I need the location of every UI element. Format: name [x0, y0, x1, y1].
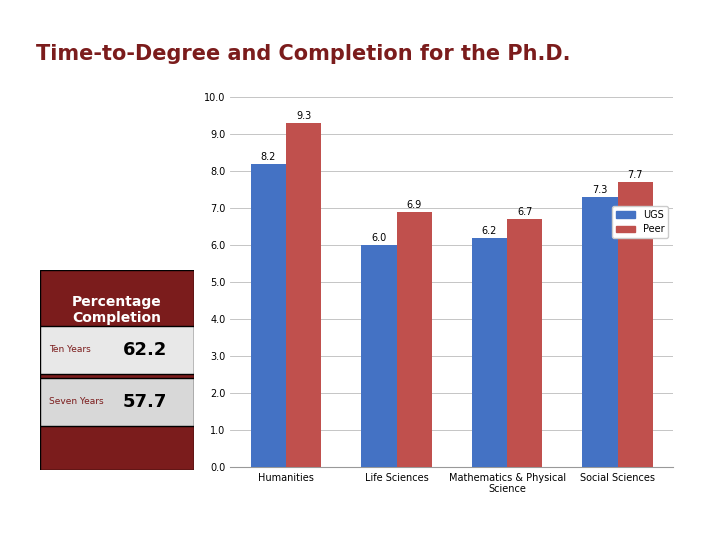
Text: 9.3: 9.3 — [296, 111, 311, 121]
Text: Percentage
Completion
Rates: Percentage Completion Rates — [72, 295, 162, 341]
Text: 6.9: 6.9 — [407, 200, 422, 210]
FancyBboxPatch shape — [40, 326, 194, 374]
Text: 6.2: 6.2 — [482, 226, 497, 235]
Bar — [251, 164, 286, 467]
Text: 8.2: 8.2 — [261, 152, 276, 161]
Bar — [286, 123, 321, 467]
Bar — [397, 212, 432, 467]
FancyBboxPatch shape — [40, 270, 194, 470]
Text: Time-to-Degree and Completion for the Ph.D.: Time-to-Degree and Completion for the Ph… — [36, 44, 570, 64]
Text: 6.87: 6.87 — [130, 157, 175, 175]
Text: 15: 15 — [667, 505, 695, 524]
Legend: UGS, Peer: UGS, Peer — [612, 206, 668, 238]
Bar — [361, 245, 397, 467]
FancyBboxPatch shape — [40, 378, 194, 426]
Text: 62.2: 62.2 — [122, 341, 167, 359]
Text: Ten Years: Ten Years — [49, 346, 91, 354]
Text: 6.0: 6.0 — [372, 233, 387, 243]
Bar — [472, 238, 507, 467]
Text: INDIANA UNIVERSITY: INDIANA UNIVERSITY — [54, 509, 186, 519]
Bar — [618, 183, 653, 467]
Text: Average time
to degree in
years from
time of
enrollment in
Ph.D.
program (over
p: Average time to degree in years from tim… — [48, 134, 97, 198]
Bar — [582, 197, 618, 467]
Text: Ψ: Ψ — [22, 505, 40, 523]
Text: 7.7: 7.7 — [628, 170, 643, 180]
Text: Seven Years: Seven Years — [49, 397, 104, 407]
Text: 7.3: 7.3 — [593, 185, 608, 195]
Text: 57.7: 57.7 — [122, 393, 167, 411]
Text: 6.7: 6.7 — [517, 207, 533, 217]
Bar — [507, 219, 542, 467]
